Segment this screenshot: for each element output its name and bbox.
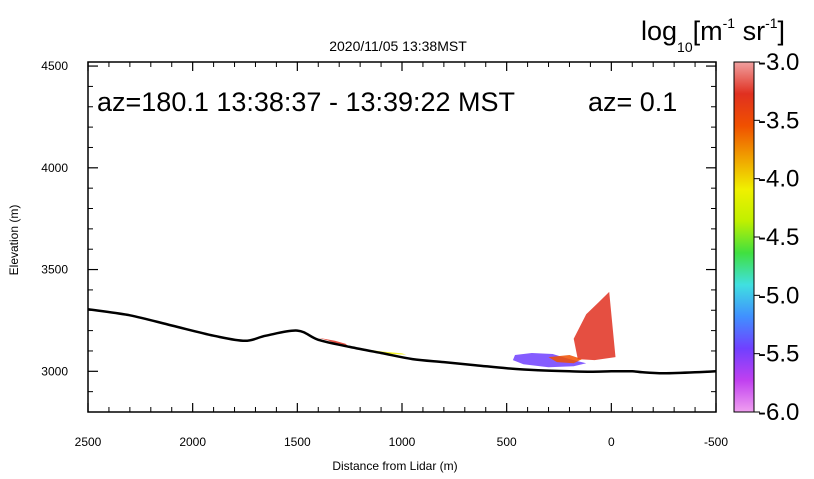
colorbar-tick-label: -3.5	[758, 107, 799, 134]
y-tick-label: 3500	[41, 263, 68, 277]
colorbar-units-close: ]	[778, 16, 786, 46]
chart-title: 2020/11/05 13:38MST	[329, 38, 467, 54]
backscatter-layer	[318, 291, 616, 368]
y-axis: 3000 3500 4000 4500	[41, 59, 716, 413]
backscatter-region-plume-base	[512, 353, 587, 368]
y-tick-label: 4500	[41, 59, 68, 73]
y-tick-label: 3000	[41, 364, 68, 378]
colorbar-title-log: log	[641, 16, 677, 46]
colorbar-tick-label: -5.5	[758, 341, 799, 368]
colorbar-tick-label: -3.0	[758, 49, 799, 76]
colorbar-units-sr: sr	[735, 16, 765, 46]
x-tick-label: 1000	[389, 435, 416, 449]
backscatter-region-plume-upper	[573, 291, 616, 361]
y-axis-title: Elevation (m)	[7, 205, 21, 276]
colorbar-tick-label: -5.0	[758, 282, 799, 309]
x-axis-title: Distance from Lidar (m)	[332, 459, 457, 473]
colorbar-tick-label: -4.5	[758, 224, 799, 251]
x-tick-label: -500	[704, 435, 728, 449]
backscatter-region-valley-floor	[370, 349, 407, 355]
x-tick-label: 1500	[284, 435, 311, 449]
colorbar-units-open: [m	[693, 16, 723, 46]
colorbar-title-subscript: 10	[677, 39, 693, 55]
annotation-az-time: az=180.1 13:38:37 - 13:39:22 MST	[97, 87, 515, 117]
colorbar	[733, 61, 755, 413]
backscatter-region-plume-core	[548, 355, 582, 364]
terrain-profile-line	[88, 307, 716, 375]
x-axis: 2500 2000 1500 1000 500 0 -500	[75, 62, 728, 449]
colorbar-title: log10[m-1 sr-1]	[641, 15, 785, 55]
colorbar-units-exp1: -1	[723, 15, 736, 31]
x-tick-label: 2000	[179, 435, 206, 449]
annotation-az-second: az= 0.1	[588, 87, 677, 117]
colorbar-tick-label: -4.0	[758, 166, 799, 193]
y-tick-label: 4000	[41, 161, 68, 175]
x-tick-label: 500	[497, 435, 517, 449]
colorbar-tick-label: -6.0	[758, 399, 799, 426]
x-tick-label: 0	[608, 435, 615, 449]
x-tick-label: 2500	[75, 435, 102, 449]
colorbar-units-exp2: -1	[765, 15, 778, 31]
colorbar-ticks: -3.0 -3.5 -4.0 -4.5 -5.0 -5.5 -6.0	[754, 49, 799, 426]
